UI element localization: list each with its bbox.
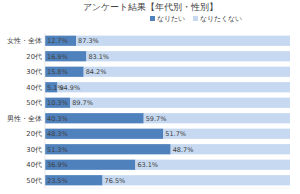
legend-label: なりたい <box>157 15 185 23</box>
bar-segment <box>144 113 290 123</box>
data-label: 63.1% <box>137 161 158 169</box>
bar-segment <box>163 129 290 139</box>
chart: アンケート結果【年代別・性別】なりたい なりたくない 12.7% 87.3% 16.9%… <box>0 0 300 194</box>
category-label: 40代 <box>26 84 42 92</box>
axis-line <box>45 33 46 188</box>
bar-segment <box>45 144 171 154</box>
bar-segment <box>45 67 84 77</box>
data-label: 16.9% <box>47 53 68 61</box>
category-label: 30代 <box>26 146 42 154</box>
data-label: 83.1% <box>88 53 109 61</box>
bar-segment <box>45 175 103 185</box>
bar-segment <box>70 98 290 108</box>
category-label: 女性・全体 <box>7 37 42 45</box>
data-labels: 12.7%87.3%16.9%83.1%15.8%84.2%5.1%94.9%1… <box>47 37 193 185</box>
legend-swatch <box>193 16 198 21</box>
bar-segment <box>45 129 163 139</box>
bar-segment <box>45 51 86 61</box>
data-label: 94.9% <box>59 84 80 92</box>
data-label: 87.3% <box>78 37 99 45</box>
bar-segment <box>103 175 290 185</box>
bar-segment <box>57 82 290 92</box>
category-label: 30代 <box>26 68 42 76</box>
data-label: 76.5% <box>105 177 126 185</box>
data-label: 59.7% <box>146 115 167 123</box>
data-label: 23.5% <box>47 177 68 185</box>
bar-segment <box>76 36 290 46</box>
category-label: 男性・全体 <box>7 115 42 123</box>
data-label: 15.8% <box>47 68 68 76</box>
data-label: 48.3% <box>47 130 68 138</box>
data-label: 89.7% <box>72 99 93 107</box>
data-label: 40.3% <box>47 115 68 123</box>
bar-segment <box>86 51 290 61</box>
legend-swatch <box>150 16 155 21</box>
data-label: 10.3% <box>47 99 68 107</box>
bar-segment <box>45 98 70 108</box>
data-label: 51.7% <box>165 130 186 138</box>
bar-segment <box>135 160 290 170</box>
data-label: 48.7% <box>173 146 194 154</box>
bar-segment <box>45 36 76 46</box>
category-label: 50代 <box>26 99 42 107</box>
data-label: 36.9% <box>47 161 68 169</box>
category-label: 40代 <box>26 161 42 169</box>
data-label: 84.2% <box>86 68 107 76</box>
category-label: 20代 <box>26 130 42 138</box>
bar-segment <box>84 67 290 77</box>
category-label: 20代 <box>26 53 42 61</box>
legend: なりたい なりたくない <box>150 15 242 23</box>
legend-label: なりたくない <box>200 15 242 23</box>
bar-segment <box>45 113 144 123</box>
title: アンケート結果【年代別・性別】 <box>83 2 218 12</box>
data-label: 12.7% <box>47 37 68 45</box>
axis-line <box>45 188 290 189</box>
category-label: 50代 <box>26 177 42 185</box>
bars <box>45 36 290 186</box>
data-label: 51.3% <box>47 146 68 154</box>
bar-segment <box>45 160 135 170</box>
bar-segment <box>171 144 290 154</box>
